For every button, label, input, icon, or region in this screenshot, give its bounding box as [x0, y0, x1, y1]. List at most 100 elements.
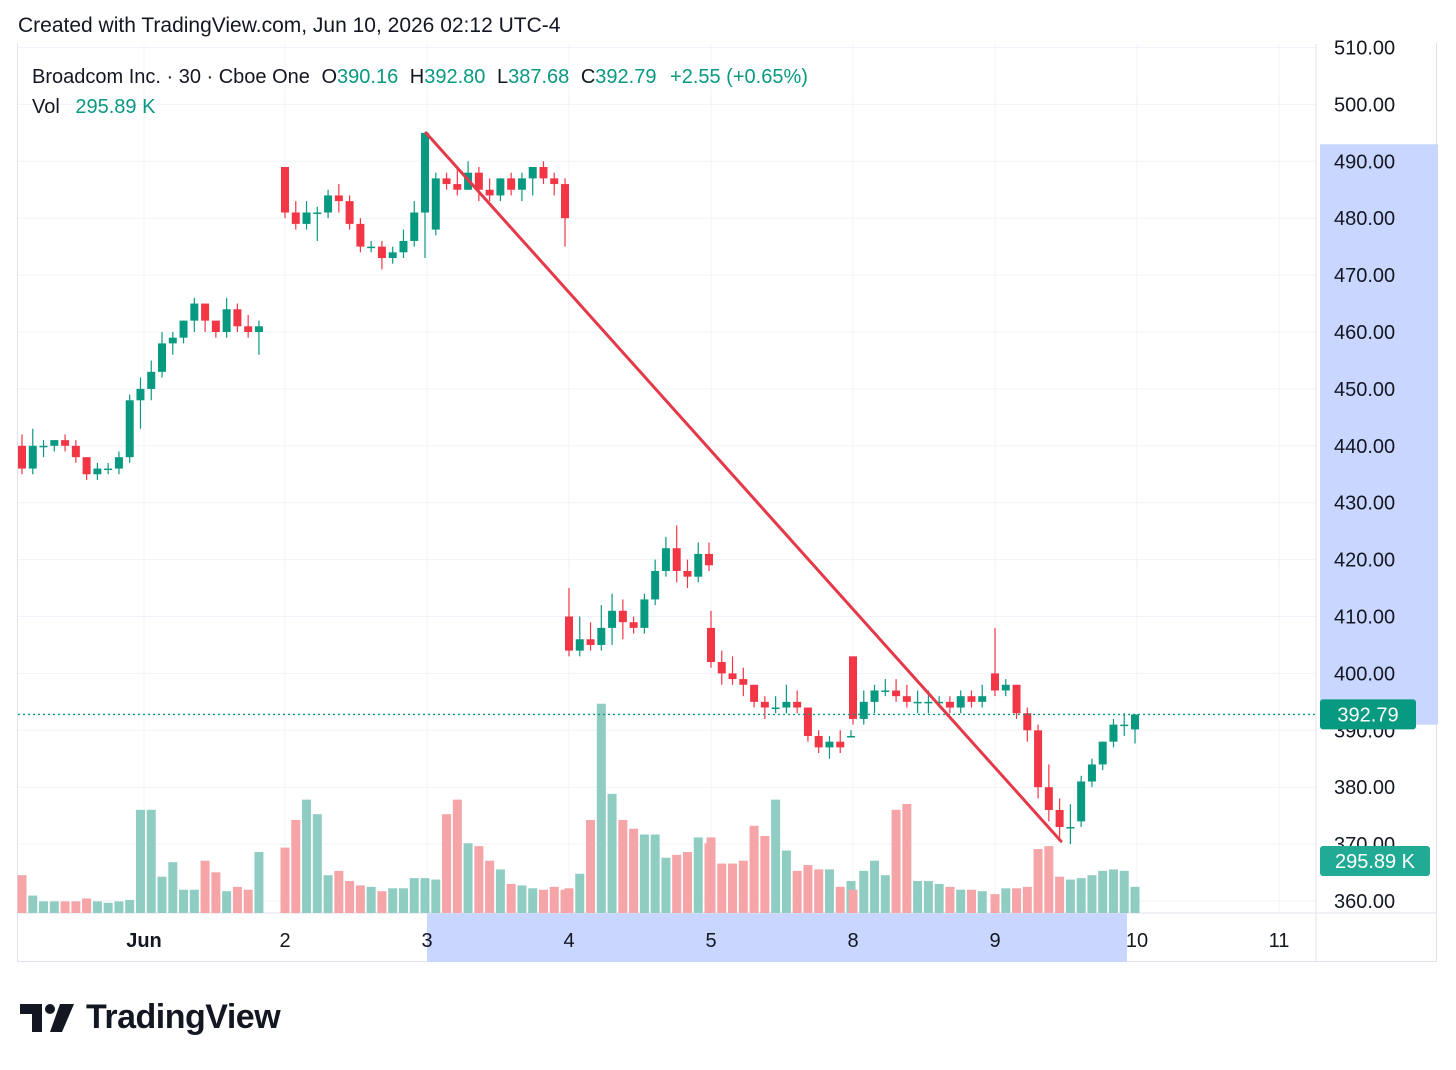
time-tick-label: Jun [126, 930, 162, 952]
candle-body [244, 326, 253, 332]
candle-body [565, 616, 573, 651]
low-label: L [496, 66, 509, 88]
candle-body [913, 701, 922, 704]
volume-bars [17, 703, 1140, 913]
price-tick-label: 460.00 [1334, 322, 1395, 344]
candle-body [82, 457, 91, 475]
volume-bar [388, 888, 398, 913]
volume-bar [179, 889, 189, 913]
volume-bar [60, 901, 70, 913]
candle-body [1120, 724, 1129, 727]
symbol-label[interactable]: Broadcom Inc. · 30 · Cboe One [32, 66, 310, 88]
volume-bar [431, 879, 441, 913]
volume-bar [114, 901, 124, 913]
candle-body [1044, 787, 1053, 810]
candle-body [739, 679, 748, 685]
volume-bar [596, 703, 606, 913]
trendline [424, 131, 1063, 843]
price-tick-label: 410.00 [1334, 607, 1395, 629]
volume-label[interactable]: Vol [32, 96, 60, 118]
change-value: +2.55 (+0.65%) [670, 66, 808, 88]
candle-body [388, 252, 397, 259]
volume-bar [848, 889, 858, 913]
candle-body [50, 440, 59, 446]
volume-bar [538, 889, 548, 913]
volume-bar [517, 885, 527, 913]
volume-bar [366, 886, 376, 913]
candle-body [661, 548, 670, 571]
created-with-label: Created with TradingView.com, Jun 10, 20… [18, 14, 561, 37]
volume-bar [409, 878, 419, 913]
volume-bar [672, 854, 682, 913]
volume-bar [506, 883, 516, 913]
price-tick-label: 420.00 [1334, 550, 1395, 572]
volume-bar [528, 888, 538, 913]
volume-bar [792, 870, 802, 913]
candle-body [814, 735, 823, 748]
candle-body [539, 166, 548, 179]
candle-body [935, 701, 944, 704]
candle-body [28, 445, 37, 469]
volume-bar [1022, 886, 1032, 913]
candle-body [870, 690, 879, 702]
candle-body [410, 212, 419, 241]
volume-bar [738, 860, 748, 913]
volume-bar [966, 889, 976, 913]
candle-body [71, 445, 80, 458]
volume-bar [39, 901, 49, 913]
candle-body [313, 212, 322, 215]
time-tick-label: 9 [989, 930, 1000, 952]
high-label: H [409, 66, 425, 88]
volume-bar [803, 865, 813, 913]
volume-bar [1033, 849, 1043, 913]
candle-body [485, 189, 494, 196]
time-tick-label: 4 [563, 930, 574, 952]
candle-body [803, 707, 812, 736]
chart-grid [18, 44, 1437, 962]
candle-body [750, 684, 759, 702]
candle-body [586, 639, 595, 645]
candle-body [1109, 724, 1118, 742]
candle-body [39, 445, 48, 448]
volume-bar [92, 901, 102, 913]
candle-body [707, 627, 715, 663]
close-value: 392.79 [595, 66, 657, 88]
tradingview-wordmark: TradingView [86, 998, 281, 1036]
volume-bar [157, 876, 167, 913]
volume-bar [650, 834, 660, 913]
price-tick-label: 400.00 [1334, 663, 1395, 685]
volume-bar [452, 799, 462, 913]
candle-body [694, 553, 703, 577]
candle-body [517, 178, 526, 190]
candle-body [507, 178, 516, 190]
time-range-highlight [427, 913, 1127, 962]
volume-badge [1320, 846, 1430, 876]
volume-bar [749, 825, 759, 913]
candle-body [367, 246, 376, 249]
candle-body [683, 570, 692, 577]
volume-bar [200, 860, 210, 913]
candle-body [1087, 764, 1096, 782]
candle-body [291, 212, 300, 224]
volume-bar [1076, 878, 1086, 913]
volume-bar [291, 819, 301, 913]
volume-bar [474, 846, 484, 913]
time-tick-label: 10 [1126, 930, 1148, 952]
chart-legend: Broadcom Inc. · 30 · Cboe One O390.16 H3… [32, 62, 808, 122]
volume-bar [661, 857, 671, 913]
volume-bar [82, 898, 92, 913]
candle-body [222, 309, 231, 332]
volume-bar [607, 793, 617, 913]
tradingview-logo[interactable]: TradingView [20, 998, 281, 1037]
candle-body [836, 741, 845, 748]
price-tick-label: 440.00 [1334, 436, 1395, 458]
candle-body [561, 184, 570, 219]
candle-body [1023, 713, 1032, 731]
volume-bar [1001, 888, 1011, 913]
volume-bar [334, 870, 344, 913]
candle-body [825, 741, 834, 748]
candle-body [1077, 781, 1086, 822]
candle-body [705, 553, 714, 566]
volume-bar [420, 878, 430, 913]
